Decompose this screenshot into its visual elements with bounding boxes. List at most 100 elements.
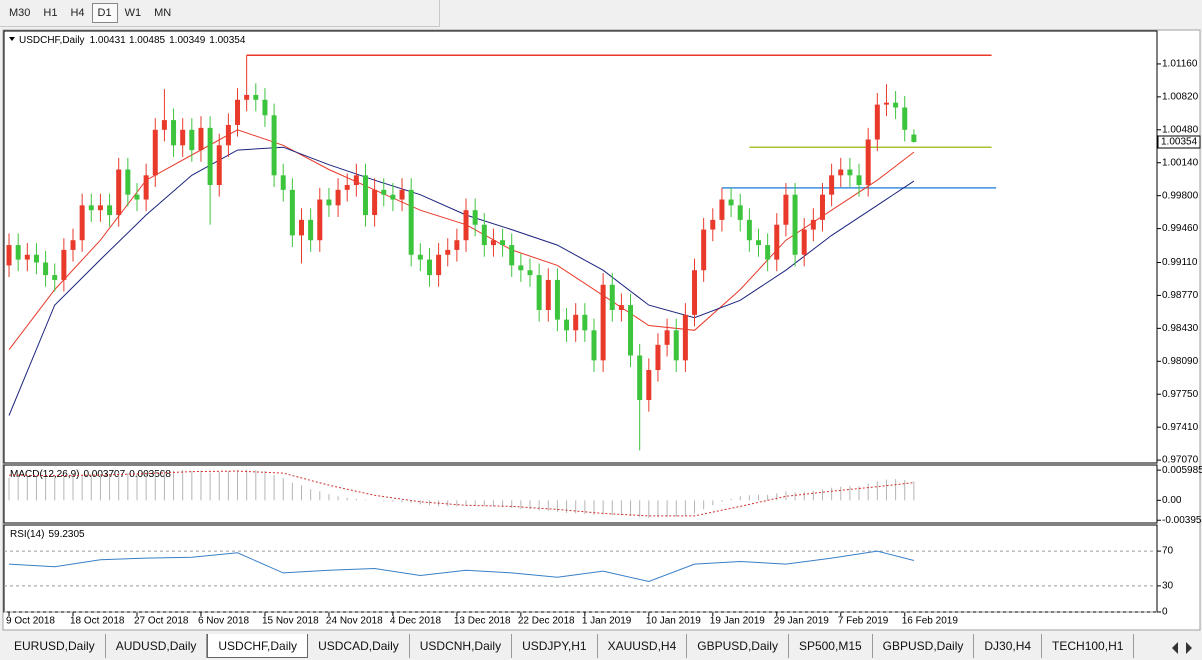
x-tick-label: 27 Oct 2018 — [134, 616, 189, 627]
y-tick-label: 0.00 — [1162, 495, 1182, 506]
candle-body — [299, 219, 305, 236]
low-value: 1.00349 — [169, 35, 206, 46]
rsi-line — [8, 550, 915, 583]
chart-tab[interactable]: TECH100,H1 — [1042, 634, 1135, 658]
chart-tab[interactable]: USDCNH,Daily — [410, 634, 513, 658]
chart-header: USDCHF,Daily 1.00431 1.00485 1.00349 1.00354 — [19, 35, 246, 46]
y-tick-label: 0.005985 — [1162, 465, 1202, 476]
y-tick-label: 0.97750 — [1162, 389, 1199, 400]
candle-body — [262, 99, 268, 116]
candle-body — [783, 194, 789, 225]
candle-body — [536, 275, 542, 310]
candle-body — [829, 175, 835, 195]
main-panel — [3, 30, 1158, 464]
x-tick-label: 29 Jan 2019 — [774, 616, 829, 627]
y-tick-label: 0.99110 — [1162, 257, 1198, 268]
candle-body — [728, 199, 734, 206]
candle-body — [390, 194, 396, 200]
candle-body — [554, 279, 560, 320]
candle-body — [481, 224, 487, 246]
candle-body — [637, 355, 643, 401]
chart-tab[interactable]: DJ30,H4 — [974, 634, 1043, 658]
candle-body — [600, 284, 606, 361]
candle-body — [326, 199, 332, 206]
y-tick-label: 30 — [1162, 581, 1174, 592]
candle-body — [97, 205, 103, 211]
candle-body — [253, 94, 259, 100]
candle-body — [865, 139, 871, 186]
candle-body — [646, 370, 652, 401]
candle-body — [655, 344, 661, 371]
x-tick-label: 6 Nov 2018 — [198, 616, 250, 627]
timeframe-button[interactable]: M30 — [9, 7, 31, 19]
candle-body — [426, 259, 432, 276]
chart-tab[interactable]: USDCAD,Daily — [308, 634, 410, 658]
x-tick-label: 22 Dec 2018 — [518, 616, 575, 627]
candle-body — [801, 229, 807, 255]
candle-body — [618, 305, 624, 310]
macd-panel — [3, 464, 1158, 524]
timeframe-button[interactable]: D1 — [91, 3, 118, 23]
candle-body — [15, 245, 21, 260]
y-tick-label: 0.98770 — [1162, 290, 1199, 301]
macd-value: 0.003707 — [83, 469, 125, 480]
candle-body — [235, 99, 241, 125]
candle-body — [509, 245, 515, 266]
x-tick-label: 10 Jan 2019 — [646, 616, 701, 627]
candle-body — [417, 254, 423, 260]
y-tick-label: 0.97070 — [1162, 455, 1199, 466]
candle-body — [765, 245, 771, 260]
candle-body — [710, 219, 716, 230]
close-value: 1.00354 — [209, 35, 246, 46]
scroll-right[interactable] — [1186, 642, 1192, 654]
scroll-left[interactable] — [1172, 642, 1178, 654]
candle-body — [692, 270, 698, 315]
x-tick-label: 1 Jan 2019 — [582, 616, 632, 627]
high-value: 1.00485 — [129, 35, 166, 46]
timeframe-button[interactable]: H4 — [70, 7, 85, 19]
tab-bar: EURUSD,Daily AUDUSD,Daily USDCHF,Daily USDC… — [4, 634, 1135, 658]
chart-tab[interactable]: AUDUSD,Daily — [106, 634, 208, 658]
candle-body — [308, 219, 314, 241]
candle-body — [189, 129, 195, 151]
timeframe-button[interactable]: H1 — [43, 7, 58, 19]
candle-body — [116, 169, 122, 216]
timeframe-toolbar: M30 H1 H4 D1 W1 MN — [0, 0, 440, 27]
y-tick-label: -0.003954 — [1162, 515, 1202, 526]
candle-body — [79, 205, 85, 241]
chart-tab[interactable]: XAUUSD,H4 — [598, 634, 688, 658]
candle-body — [33, 254, 39, 263]
timeframe-button[interactable]: W1 — [124, 7, 142, 19]
signal-value: 0.003508 — [129, 469, 171, 480]
candle-body — [171, 120, 177, 146]
candle-body — [573, 314, 579, 331]
tab-scroll — [1172, 642, 1192, 654]
candle-body — [490, 240, 496, 246]
candle-body — [317, 199, 323, 241]
y-tick-label: 0.99460 — [1162, 223, 1199, 234]
candle-body — [874, 104, 880, 140]
candle-body — [746, 219, 752, 241]
x-tick-label: 16 Feb 2019 — [902, 616, 959, 627]
candle-body — [792, 194, 798, 255]
candle-body — [52, 275, 58, 280]
chart-tab[interactable]: GBPUSD,Daily — [873, 634, 975, 658]
candle-body — [911, 134, 917, 143]
candle-body — [582, 314, 588, 331]
chart-tab[interactable]: GBPUSD,Daily — [687, 634, 789, 658]
y-tick-label: 1.01160 — [1162, 59, 1198, 70]
menu-arrow[interactable] — [9, 37, 15, 41]
chart-tab[interactable]: SP500,M15 — [789, 634, 873, 658]
symbol: USDCHF,Daily — [19, 35, 85, 46]
chart-tab[interactable]: USDCHF,Daily — [207, 634, 309, 658]
candle-body — [883, 102, 889, 105]
y-tick-label: 70 — [1162, 546, 1174, 557]
y-tick-label: 0.99800 — [1162, 190, 1199, 201]
chart-tab[interactable]: EURUSD,Daily — [4, 634, 106, 658]
candle-body — [682, 314, 688, 361]
y-tick-label: 0 — [1162, 607, 1168, 618]
candle-body — [408, 189, 414, 255]
chart-tab[interactable]: USDJPY,H1 — [512, 634, 598, 658]
timeframe-button[interactable]: MN — [154, 7, 172, 19]
candle-body — [372, 189, 378, 216]
